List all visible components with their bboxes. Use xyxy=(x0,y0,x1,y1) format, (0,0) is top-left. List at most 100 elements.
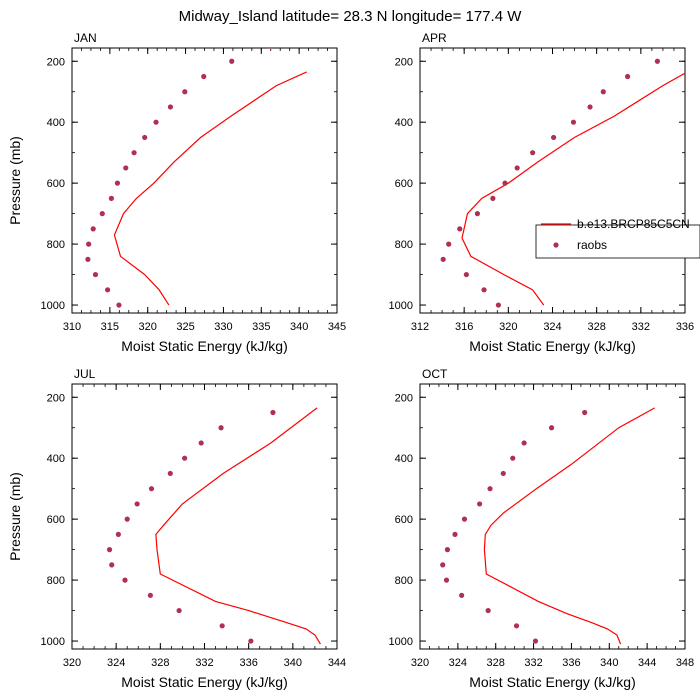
obs-point xyxy=(116,302,122,308)
obs-point xyxy=(106,547,113,553)
obs-point xyxy=(474,211,481,217)
obs-point xyxy=(654,58,660,64)
legend: b.e13.BRCP85C5CN raobs xyxy=(535,217,700,259)
x-tick-label: 340 xyxy=(284,657,302,669)
y-tick-label: 800 xyxy=(47,575,65,587)
obs-point xyxy=(582,409,588,416)
legend-box xyxy=(535,224,700,259)
obs-point xyxy=(134,501,140,507)
obs-point xyxy=(502,180,508,186)
obs-point xyxy=(510,455,516,461)
obs-point xyxy=(485,607,491,614)
x-tick-label: 315 xyxy=(101,321,119,333)
x-tick-label: 336 xyxy=(562,657,580,669)
plot-area xyxy=(440,58,685,308)
y-tick-label: 600 xyxy=(47,514,65,526)
legend-label-obs: raobs xyxy=(577,238,607,252)
x-tick-label: 328 xyxy=(487,657,505,669)
legend-label-model: b.e13.BRCP85C5CN xyxy=(577,217,690,231)
obs-point xyxy=(532,638,539,644)
obs-point xyxy=(218,425,224,431)
x-tick-label: 328 xyxy=(151,657,169,669)
y-tick-label: 400 xyxy=(395,453,413,465)
x-tick-label: 344 xyxy=(328,657,346,669)
obs-point xyxy=(624,73,631,80)
obs-point xyxy=(109,562,115,568)
series-line-model xyxy=(461,72,685,306)
panel-label: JAN xyxy=(74,31,97,45)
x-tick-label: 320 xyxy=(499,321,517,333)
obs-point xyxy=(461,516,468,522)
obs-point xyxy=(513,623,520,629)
obs-point xyxy=(147,592,153,598)
plot-frame xyxy=(419,383,686,650)
x-tick-label: 330 xyxy=(214,321,232,333)
obs-point xyxy=(548,425,555,431)
obs-point xyxy=(443,577,450,583)
x-axis-title: Moist Static Energy (kJ/kg) xyxy=(469,338,636,354)
y-tick-label: 600 xyxy=(395,514,413,526)
panel-label: OCT xyxy=(422,367,448,381)
obs-point xyxy=(153,119,159,125)
y-tick-label: 600 xyxy=(395,178,413,190)
obs-point xyxy=(99,211,105,217)
obs-point xyxy=(219,623,225,629)
obs-point xyxy=(182,455,188,461)
obs-point xyxy=(104,287,111,293)
obs-point xyxy=(477,501,483,507)
x-tick-label: 336 xyxy=(239,657,257,669)
obs-point xyxy=(500,470,506,477)
obs-point xyxy=(229,58,235,64)
x-axis-title: Moist Static Energy (kJ/kg) xyxy=(121,674,288,690)
y-tick-label: 800 xyxy=(47,239,65,251)
figure-title: Midway_Island latitude= 28.3 N longitude… xyxy=(179,8,523,25)
panel-jan: 310 315 320 325 330 335 340 345 200 400 600 800 1000… xyxy=(7,31,346,354)
obs-point xyxy=(521,440,527,446)
legend-dot-swatch xyxy=(553,242,559,248)
obs-point xyxy=(248,638,254,644)
x-tick-label: 324 xyxy=(449,657,467,669)
x-tick-label: 312 xyxy=(411,321,429,333)
obs-point xyxy=(270,409,276,416)
obs-point xyxy=(530,150,536,156)
obs-point xyxy=(459,592,465,598)
obs-point xyxy=(514,165,520,171)
y-tick-label: 800 xyxy=(395,239,413,251)
obs-point xyxy=(108,195,114,201)
plot-frame xyxy=(71,47,338,314)
x-tick-label: 332 xyxy=(195,657,213,669)
obs-point xyxy=(570,119,577,125)
x-tick-label: 348 xyxy=(676,657,694,669)
obs-point xyxy=(551,134,557,141)
obs-point xyxy=(85,256,91,262)
obs-point xyxy=(452,531,458,537)
x-tick-label: 324 xyxy=(543,321,561,333)
x-tick-label: 344 xyxy=(638,657,656,669)
obs-point xyxy=(463,271,469,278)
y-tick-label: 200 xyxy=(47,392,65,404)
obs-point xyxy=(90,226,96,232)
obs-point xyxy=(600,89,606,95)
obs-point xyxy=(142,134,148,141)
obs-point xyxy=(587,104,593,110)
obs-point xyxy=(123,165,129,171)
x-tick-label: 320 xyxy=(63,657,81,669)
y-tick-label: 400 xyxy=(395,117,413,129)
x-tick-label: 340 xyxy=(290,321,308,333)
obs-point xyxy=(122,577,128,583)
x-tick-label: 345 xyxy=(328,321,346,333)
x-tick-label: 320 xyxy=(411,657,429,669)
obs-point xyxy=(176,607,182,614)
y-tick-label: 1000 xyxy=(41,636,65,648)
plot-frame xyxy=(419,47,686,314)
series-line-model xyxy=(113,71,307,306)
x-tick-label: 316 xyxy=(455,321,473,333)
y-tick-label: 200 xyxy=(395,392,413,404)
obs-point xyxy=(495,302,501,308)
obs-point xyxy=(487,486,493,492)
obs-point xyxy=(124,516,130,522)
y-tick-label: 600 xyxy=(47,178,65,190)
y-tick-label: 1000 xyxy=(41,300,65,312)
plot-frame xyxy=(71,383,338,650)
